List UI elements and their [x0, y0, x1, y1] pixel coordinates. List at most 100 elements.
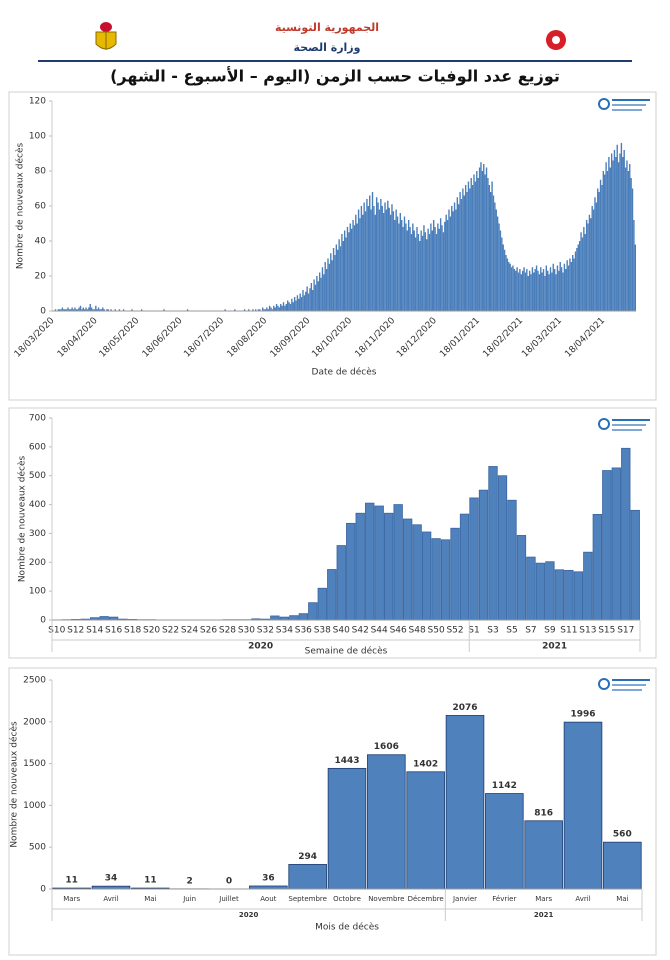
y-axis-title: Nombre de nouveaux décès — [15, 143, 26, 270]
bar — [516, 535, 527, 621]
bar — [559, 262, 561, 311]
bar — [466, 192, 468, 311]
x-tick-label: S15 — [598, 626, 615, 636]
bar — [388, 207, 390, 311]
bar — [285, 304, 287, 311]
page-title: توزيع عدد الوفيات حسب الزمن (اليوم – الأ… — [110, 67, 560, 86]
bar — [259, 309, 261, 311]
bar — [519, 269, 521, 311]
bar — [288, 302, 290, 311]
bar — [498, 223, 500, 311]
bar — [437, 223, 439, 311]
bar — [335, 244, 338, 311]
x-tick-label: S20 — [143, 626, 160, 636]
bar — [455, 209, 457, 311]
bar — [449, 216, 452, 311]
bar — [533, 272, 535, 311]
country-name: الجمهورية التونسية — [275, 21, 379, 34]
bar — [58, 309, 61, 311]
bar — [314, 284, 317, 311]
bar — [345, 237, 347, 311]
bar — [603, 841, 642, 890]
bar — [420, 230, 422, 311]
bar — [320, 277, 322, 311]
x-tick-label: Mars — [63, 895, 80, 903]
bar — [573, 258, 575, 311]
bar — [370, 209, 372, 311]
bar — [278, 307, 281, 311]
bar — [535, 265, 538, 311]
bar — [331, 260, 333, 311]
x-axis-title: Date de décès — [312, 367, 377, 378]
bar — [501, 237, 503, 311]
bar — [580, 232, 582, 311]
bar — [576, 248, 578, 311]
bar — [398, 223, 400, 311]
bar — [317, 281, 319, 311]
bar — [60, 309, 62, 311]
bar — [538, 274, 541, 311]
bar — [460, 199, 463, 311]
bar — [75, 309, 78, 311]
bar — [478, 167, 481, 311]
x-tick-label: S16 — [105, 626, 122, 636]
bar — [569, 258, 571, 311]
bar — [261, 307, 264, 311]
observatory-logo — [598, 678, 650, 691]
bar — [389, 214, 392, 311]
bar — [477, 178, 479, 311]
bar — [552, 263, 554, 311]
bar — [339, 246, 342, 311]
bar — [588, 214, 591, 311]
bar — [567, 265, 570, 311]
bar — [317, 587, 327, 621]
bar — [267, 309, 269, 311]
bar — [446, 220, 449, 311]
bar — [257, 309, 260, 311]
bar — [342, 241, 344, 311]
bar — [485, 167, 488, 311]
bar — [503, 249, 506, 311]
bar — [295, 300, 297, 311]
bar — [476, 171, 478, 311]
data-label: 11 — [144, 876, 157, 886]
bar — [118, 309, 121, 311]
bar — [502, 244, 504, 311]
bar — [481, 171, 484, 311]
x-tick-label: Novembre — [368, 895, 404, 903]
bar — [563, 263, 566, 311]
bar — [417, 234, 420, 311]
bar — [384, 202, 386, 311]
bar — [407, 220, 410, 311]
bar — [131, 309, 133, 311]
bar — [327, 258, 329, 311]
data-label: 2076 — [452, 703, 477, 713]
bar — [409, 227, 411, 311]
bar — [548, 274, 550, 311]
bar — [617, 162, 620, 311]
bar — [359, 218, 361, 311]
data-label: 2 — [187, 876, 193, 886]
bar — [541, 272, 543, 311]
data-label: 0 — [226, 877, 232, 887]
bar — [526, 269, 528, 311]
x-tick-label: S50 — [428, 626, 445, 636]
bar — [338, 239, 340, 311]
x-tick-label: Avril — [103, 895, 118, 903]
bar — [611, 467, 621, 621]
bar — [574, 251, 577, 311]
y-tick-label: 60 — [35, 202, 47, 212]
bar — [65, 309, 68, 311]
bar — [313, 279, 315, 311]
x-tick-label: S5 — [506, 626, 517, 636]
ministry-logo — [546, 30, 566, 50]
bar — [445, 715, 485, 890]
bar — [613, 150, 616, 311]
bar — [431, 538, 441, 621]
bar — [71, 307, 73, 311]
bar — [365, 502, 375, 621]
x-tick-label: S3 — [487, 626, 498, 636]
x-tick-label: S26 — [200, 626, 217, 636]
bar — [494, 202, 496, 311]
bar — [110, 309, 112, 311]
